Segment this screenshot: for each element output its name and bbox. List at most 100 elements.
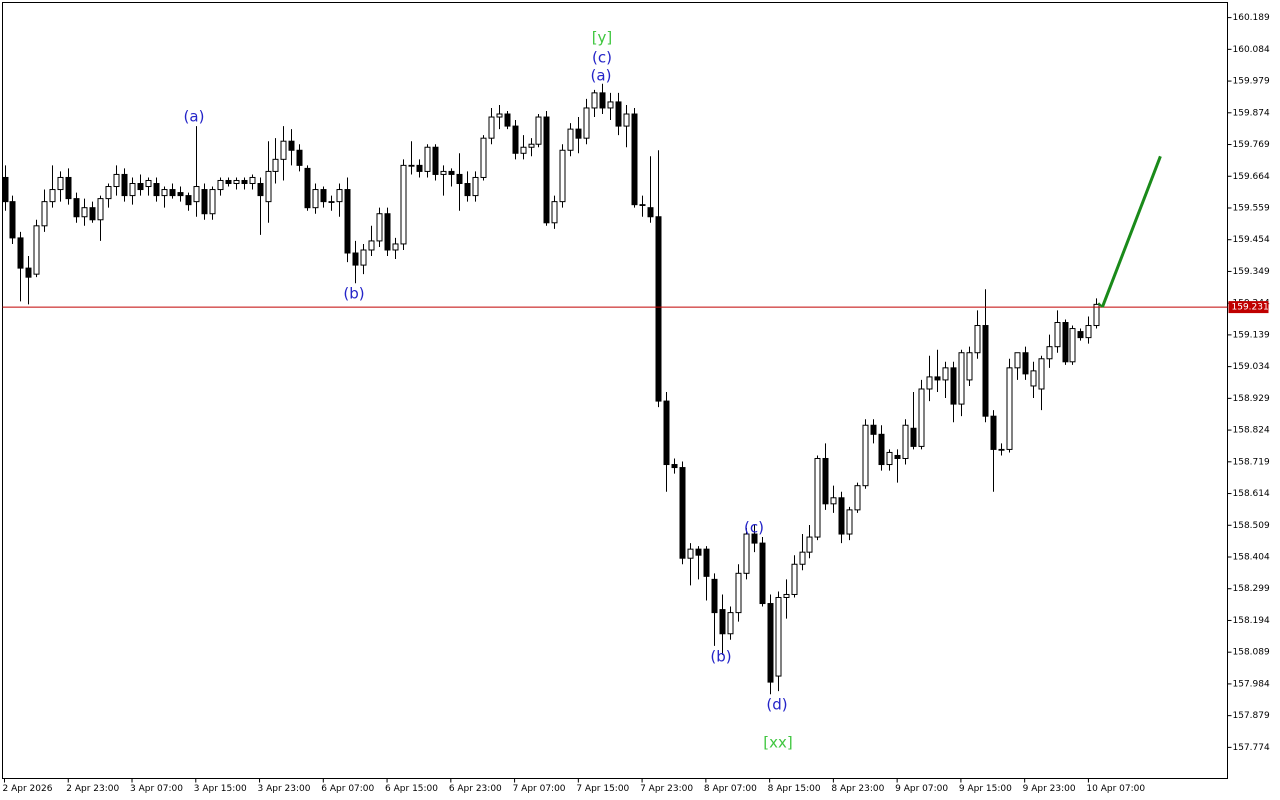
candle-body xyxy=(209,189,216,215)
projection-arrow-tail xyxy=(1097,302,1104,308)
candle-body xyxy=(974,325,981,354)
candle-body xyxy=(679,467,686,559)
candle-body xyxy=(663,400,670,466)
candle-body xyxy=(631,113,638,206)
candle-body xyxy=(886,451,893,466)
candle-body xyxy=(49,189,56,203)
candle-body xyxy=(791,563,798,595)
x-tick-label: 8 Apr 23:00 xyxy=(831,784,884,794)
candle-body xyxy=(360,249,367,266)
candle-body xyxy=(655,216,662,402)
candle-body xyxy=(1077,331,1084,339)
x-tick-label: 7 Apr 15:00 xyxy=(576,784,629,794)
wave-label: (a) xyxy=(591,67,612,85)
candle-body xyxy=(368,240,375,251)
y-tick-label: 158.614 xyxy=(1233,489,1270,499)
candle-body xyxy=(416,164,423,172)
candle-body xyxy=(400,164,407,245)
candle-body xyxy=(25,267,32,278)
candle-body xyxy=(735,572,742,614)
candle-body xyxy=(615,101,622,127)
candle-body xyxy=(336,189,343,203)
candle-body xyxy=(830,497,837,505)
candle-body xyxy=(767,603,774,683)
y-tick-label: 158.719 xyxy=(1233,457,1270,467)
y-tick-label: 158.509 xyxy=(1233,521,1270,531)
candle-body xyxy=(775,596,782,677)
candle-body xyxy=(1062,322,1069,363)
candle-body xyxy=(894,454,901,459)
candle-body xyxy=(799,551,806,565)
candle-body xyxy=(703,548,710,577)
candle-body xyxy=(902,424,909,459)
y-tick-label: 159.664 xyxy=(1233,172,1270,182)
candle-body xyxy=(65,176,72,200)
wave-label: (b) xyxy=(710,648,731,666)
candle-body xyxy=(639,204,646,206)
candle-body xyxy=(727,612,734,635)
wave-label: (c) xyxy=(592,49,612,67)
candle-body xyxy=(918,388,925,447)
candle-body xyxy=(695,548,702,556)
candle-body xyxy=(432,146,439,175)
y-tick-label: 159.979 xyxy=(1233,77,1270,87)
x-tick-label: 7 Apr 23:00 xyxy=(640,784,693,794)
candle-body xyxy=(17,237,24,269)
candle-body xyxy=(551,201,558,224)
candle-body xyxy=(296,149,303,166)
y-tick-label: 159.454 xyxy=(1233,235,1270,245)
candle-body xyxy=(822,457,829,505)
y-tick-label: 158.194 xyxy=(1233,616,1270,626)
candle-body xyxy=(153,183,160,197)
candle-body xyxy=(89,207,96,221)
candle-body xyxy=(57,176,64,191)
candle-body xyxy=(806,536,813,553)
candle-body xyxy=(288,140,295,151)
current-price-label: 159.231 xyxy=(1232,303,1269,313)
candle-body xyxy=(512,125,519,154)
candle-body xyxy=(424,146,431,172)
y-tick-label: 159.139 xyxy=(1233,330,1270,340)
candle-body xyxy=(193,186,200,203)
x-tick-label: 6 Apr 23:00 xyxy=(449,784,502,794)
y-tick-label: 159.349 xyxy=(1233,267,1270,277)
candle-body xyxy=(177,192,184,197)
candle-body xyxy=(1030,370,1037,387)
plot-frame xyxy=(2,2,1228,779)
candle-body xyxy=(161,189,168,197)
candle-body xyxy=(910,427,917,447)
candle-body xyxy=(97,198,104,221)
candle-body xyxy=(543,116,550,224)
x-tick-label: 7 Apr 07:00 xyxy=(513,784,566,794)
candle-body xyxy=(647,207,654,218)
candle-body xyxy=(1022,352,1029,375)
candle-body xyxy=(488,116,495,139)
candle-body xyxy=(241,179,248,185)
x-tick-label: 10 Apr 07:00 xyxy=(1086,784,1145,794)
candle-body xyxy=(376,213,383,242)
candle-body xyxy=(121,173,128,197)
candle-body xyxy=(966,352,973,381)
candle-body xyxy=(41,201,48,227)
y-tick-label: 158.824 xyxy=(1233,426,1270,436)
candle-body xyxy=(958,352,965,405)
y-tick-label: 159.034 xyxy=(1233,362,1270,372)
candle-body xyxy=(169,189,176,197)
y-tick-label: 158.299 xyxy=(1233,584,1270,594)
candle-body xyxy=(990,415,997,450)
x-tick-label: 9 Apr 15:00 xyxy=(959,784,1012,794)
y-tick-label: 158.404 xyxy=(1233,553,1270,563)
x-tick-label: 3 Apr 07:00 xyxy=(130,784,183,794)
candle-body xyxy=(320,189,327,203)
candle-body xyxy=(440,170,447,175)
candle-body xyxy=(233,179,240,185)
candle-body xyxy=(81,207,88,218)
x-tick-label: 6 Apr 07:00 xyxy=(321,784,374,794)
candle-body xyxy=(751,533,758,544)
candle-body xyxy=(33,225,40,275)
x-tick-label: 6 Apr 15:00 xyxy=(385,784,438,794)
x-tick-label: 8 Apr 07:00 xyxy=(704,784,757,794)
candle-body xyxy=(185,195,192,206)
candle-body xyxy=(9,201,16,239)
